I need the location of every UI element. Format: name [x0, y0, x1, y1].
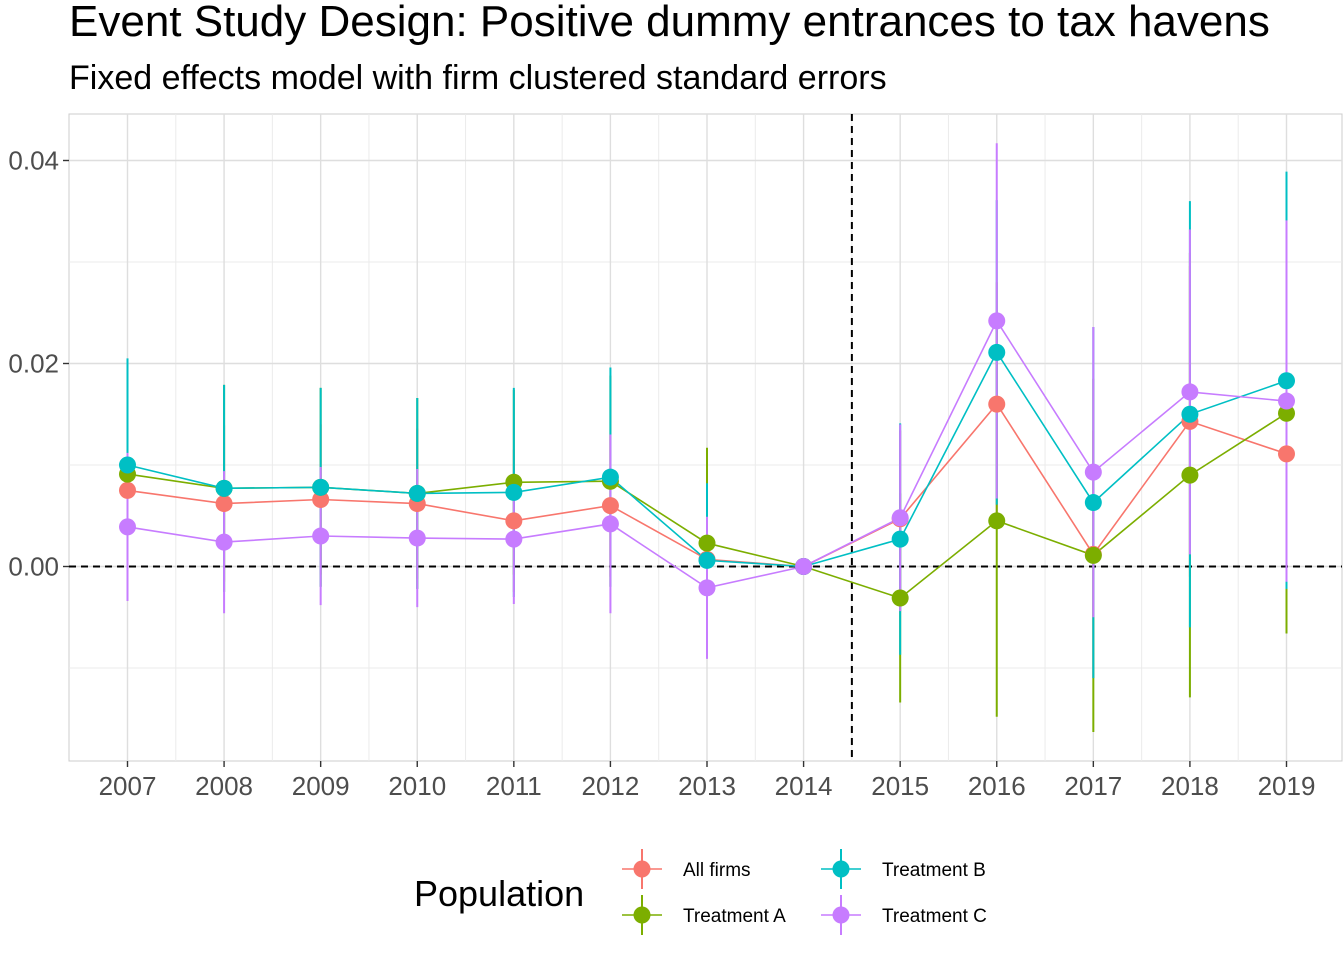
data-point-all-firms [215, 495, 233, 513]
data-point-treatment-b [891, 530, 909, 548]
data-point-treatment-c [988, 312, 1006, 330]
legend-label: Treatment C [882, 906, 987, 927]
data-point-treatment-c [505, 530, 523, 548]
legend-key-point [832, 906, 850, 924]
legend-label: All firms [683, 860, 751, 881]
x-tick-label: 2010 [388, 771, 446, 801]
legend-key-point [832, 860, 850, 878]
data-point-treatment-b [1278, 372, 1295, 390]
data-point-treatment-a [988, 512, 1006, 530]
data-point-treatment-b [312, 478, 330, 496]
legend-item-treatment-b: Treatment B [821, 849, 986, 889]
data-point-treatment-b [601, 468, 619, 486]
x-tick-label: 2011 [486, 771, 542, 801]
x-tick-label: 2008 [195, 771, 253, 801]
data-point-treatment-c [215, 533, 233, 551]
legend: Population All firms Treatment A Treatment… [414, 849, 987, 935]
reference-lines [69, 114, 1342, 761]
x-axis: 2007 2008 2009 2010 2011 2012 2013 2014 2015 2016… [99, 761, 1316, 801]
legend-key-point [633, 860, 651, 878]
x-tick-label: 2019 [1258, 771, 1316, 801]
y-tick-label: 0.00 [8, 552, 59, 582]
data-point-treatment-b [408, 484, 426, 502]
y-tick-label: 0.04 [8, 146, 59, 176]
x-tick-label: 2016 [968, 771, 1026, 801]
data-point-treatment-c [698, 579, 716, 597]
legend-item-treatment-c: Treatment C [821, 895, 987, 935]
x-tick-label: 2014 [775, 771, 833, 801]
data-point-treatment-b [119, 456, 136, 474]
x-tick-label: 2018 [1161, 771, 1219, 801]
data-point-treatment-c [601, 515, 619, 533]
plot-panel [68, 113, 1343, 762]
data-point-treatment-c [408, 529, 426, 547]
data-point-all-firms [988, 395, 1006, 413]
data-point-treatment-b [1181, 405, 1199, 423]
y-tick-label: 0.02 [8, 349, 59, 379]
x-tick-label: 2013 [678, 771, 736, 801]
chart-subtitle: Fixed effects model with firm clustered … [69, 59, 887, 97]
series-points [119, 312, 1295, 607]
data-point-treatment-c [1181, 383, 1199, 401]
data-point-treatment-b [988, 343, 1006, 361]
legend-key-point [633, 906, 651, 924]
data-point-treatment-c [119, 518, 136, 536]
data-point-treatment-b [1084, 494, 1102, 512]
data-point-treatment-a [1278, 404, 1295, 422]
x-tick-label: 2012 [581, 771, 639, 801]
data-point-treatment-c [891, 509, 909, 527]
data-point-all-firms [1278, 445, 1295, 463]
data-point-treatment-c [312, 527, 330, 545]
data-point-treatment-a [1084, 546, 1102, 564]
legend-title: Population [414, 873, 584, 914]
data-point-treatment-b [215, 479, 233, 497]
data-point-treatment-a [891, 589, 909, 607]
legend-label: Treatment A [683, 906, 786, 927]
legend-item-treatment-a: Treatment A [622, 895, 786, 935]
legend-items: All firms Treatment A Treatment B Treatment… [622, 849, 987, 935]
data-point-treatment-c [1278, 392, 1295, 410]
data-point-treatment-b [505, 483, 523, 501]
legend-item-all-firms: All firms [622, 849, 751, 889]
y-axis: 0.00 0.02 0.04 [8, 146, 69, 582]
x-tick-label: 2009 [292, 771, 350, 801]
data-point-treatment-c [1084, 463, 1102, 481]
data-point-treatment-a [1181, 466, 1199, 484]
data-point-all-firms [312, 491, 330, 509]
grid-lines [69, 114, 1342, 761]
data-point-treatment-b [698, 551, 716, 569]
x-tick-label: 2015 [871, 771, 929, 801]
x-tick-label: 2017 [1064, 771, 1122, 801]
chart-title: Event Study Design: Positive dummy entra… [69, 0, 1270, 46]
data-point-all-firms [601, 497, 619, 515]
x-tick-label: 2007 [99, 771, 157, 801]
legend-label: Treatment B [882, 860, 986, 881]
data-point-all-firms [505, 512, 523, 530]
data-point-all-firms [119, 481, 136, 499]
data-point-treatment-a [698, 534, 716, 552]
data-point-treatment-c [795, 558, 813, 575]
